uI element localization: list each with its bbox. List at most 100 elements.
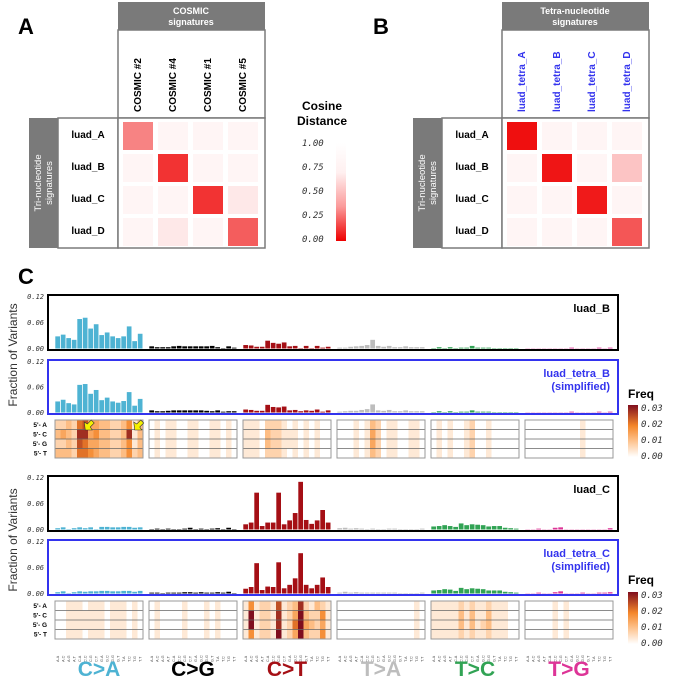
context-cell [132,620,138,630]
context-cell [497,610,503,620]
context-cell [591,439,597,449]
bar [442,525,447,530]
context-cell [480,601,487,611]
context-cell [536,448,542,458]
context-cell [359,439,365,449]
bar [132,527,137,530]
bar [71,339,77,349]
context-cell [552,439,559,449]
bar [558,591,563,594]
context-cell [348,610,354,620]
context-cell [392,448,398,458]
bar [82,317,88,349]
context-cell [607,620,614,630]
context-cell [325,439,332,449]
context-cell [530,448,537,458]
context-cell [337,420,343,430]
context-cell [585,448,592,458]
context-cell [381,448,387,458]
bar [436,526,442,530]
context-cell [353,601,360,611]
context-cell [292,601,299,611]
context-cell [458,448,465,458]
context-cell [292,610,299,620]
context-cell [392,620,398,630]
context-cell [419,448,426,458]
context-cell [226,429,232,439]
bar [226,346,231,349]
context-cell [552,610,559,620]
context-cell [602,620,608,630]
bar [248,587,254,594]
bar [198,592,204,594]
y-tick-label: 0.00 [27,345,44,353]
context-cell [209,601,216,611]
context-cell [165,629,172,639]
context-cell [243,439,249,449]
context-cell [93,629,100,639]
context-cell [270,629,277,639]
context-cell [442,429,448,439]
bar [337,592,342,594]
context-cell [563,601,570,611]
context-cell [508,429,514,439]
bar [436,590,442,594]
context-cell [320,620,326,630]
context-cell [55,629,61,639]
bar [353,528,359,530]
context-cell [320,448,326,458]
bar [88,393,93,413]
x-tick-label: C.A [172,655,176,662]
context-cell [248,439,255,449]
context-cell [287,620,293,630]
context-cell [475,620,481,630]
context-cell [486,439,492,449]
x-tick-label: G.T [399,655,403,662]
context-cell [99,601,105,611]
context-cell [198,439,205,449]
bar [469,410,475,413]
context-cell [309,420,315,430]
context-cell [55,610,61,620]
context-cell [325,620,332,630]
bar [419,347,425,349]
context-cell [243,610,249,620]
context-cell [381,429,387,439]
context-cell [209,610,216,620]
bar-plot-luad_tetra_C: 0.12 0.06 0.00 luad_tetra_C(simplified) [27,538,619,598]
context-cell [497,601,503,611]
bar [392,411,397,413]
context-cell [359,620,365,630]
x-tick-label: T.G [603,656,607,662]
bar [552,592,558,594]
context-cell [370,439,376,449]
bar [254,492,259,530]
context-cell [298,620,304,630]
context-cell [569,620,575,630]
row-label: luad_C [71,194,104,205]
context-cell [276,439,282,449]
context-cell [491,629,498,639]
context-cell [414,601,420,611]
bar [215,347,220,349]
y-tick-label: 0.12 [27,538,44,546]
bar [193,410,198,413]
x-tick-label: A.C [156,655,160,662]
context-cell [502,429,509,439]
context-cell [530,610,537,620]
bar [209,528,215,530]
bar [149,410,154,413]
bar [596,592,602,594]
context-cell [453,448,459,458]
row-group-title: Tri-nucleotide [417,154,428,211]
bar [342,411,348,413]
context-cell [447,439,454,449]
bar [392,528,397,530]
context-cell [220,420,227,430]
context-cell [447,610,454,620]
context-cell [82,439,89,449]
matrix-cell [507,218,537,246]
mutation-group-label: T>G [548,658,589,679]
x-tick-label: G.G [581,655,585,662]
